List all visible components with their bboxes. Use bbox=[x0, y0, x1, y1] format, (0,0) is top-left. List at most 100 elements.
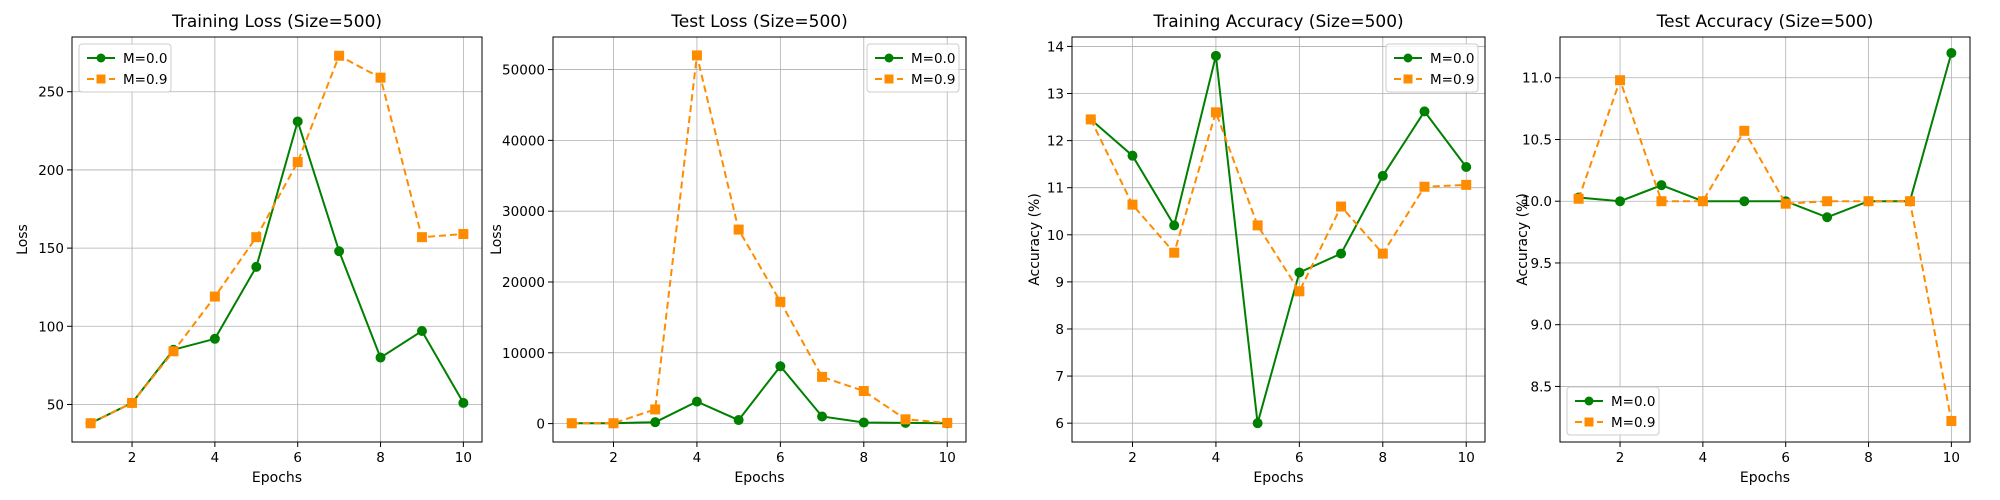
legend: M=0.0 M=0.9 bbox=[1385, 43, 1479, 93]
data-point bbox=[334, 50, 345, 61]
y-axis-label: Accuracy (%) bbox=[1515, 193, 1531, 286]
chart-title: Training Loss (Size=500) bbox=[171, 12, 382, 32]
data-point bbox=[1377, 170, 1388, 181]
x-tick-label: 8 bbox=[1378, 450, 1387, 466]
y-axis-label: Loss bbox=[489, 224, 505, 255]
data-point bbox=[1377, 248, 1388, 259]
legend-marker bbox=[1403, 53, 1413, 63]
legend-marker bbox=[1584, 396, 1594, 406]
data-point bbox=[1294, 286, 1305, 297]
y-tick-label: 9.5 bbox=[1531, 256, 1552, 272]
data-point bbox=[458, 397, 469, 408]
data-point bbox=[1461, 179, 1472, 190]
legend: M=0.0 M=0.9 bbox=[1566, 386, 1660, 436]
data-point bbox=[209, 291, 220, 302]
legend-marker bbox=[1403, 74, 1413, 84]
data-point bbox=[1210, 107, 1221, 118]
data-point bbox=[85, 418, 96, 429]
data-point bbox=[775, 296, 786, 307]
legend-label: M=0.0 bbox=[1611, 394, 1655, 410]
data-point bbox=[1780, 198, 1791, 209]
x-tick-label: 10 bbox=[455, 450, 472, 466]
x-tick-label: 8 bbox=[859, 450, 868, 466]
x-tick-label: 2 bbox=[1616, 450, 1625, 466]
data-point bbox=[1336, 248, 1347, 259]
data-point bbox=[1252, 220, 1263, 231]
data-point bbox=[1127, 150, 1138, 161]
plot-frame bbox=[552, 36, 967, 443]
y-tick-label: 10.0 bbox=[1522, 194, 1552, 210]
x-tick-label: 10 bbox=[1458, 450, 1475, 466]
legend-marker bbox=[1584, 417, 1594, 427]
data-point bbox=[775, 361, 786, 372]
legend-label: M=0.9 bbox=[1611, 415, 1655, 431]
legend-marker bbox=[96, 53, 106, 63]
x-tick-label: 6 bbox=[1781, 450, 1790, 466]
data-point bbox=[1656, 196, 1667, 207]
y-tick-label: 150 bbox=[38, 241, 64, 257]
data-point bbox=[650, 404, 661, 415]
y-tick-label: 11 bbox=[1047, 181, 1064, 197]
data-point bbox=[817, 411, 828, 422]
data-point bbox=[1127, 199, 1138, 210]
chart-title: Training Accuracy (Size=500) bbox=[1152, 12, 1403, 32]
chart-1: 2 4 6 8 10 50 100 150 200 250 Training Loss (Size=… bbox=[15, 12, 483, 486]
data-point bbox=[1946, 48, 1957, 59]
data-point bbox=[251, 232, 262, 243]
chart-title: Test Accuracy (Size=500) bbox=[1656, 12, 1874, 32]
y-tick-label: 20000 bbox=[502, 275, 545, 291]
y-axis-label: Accuracy (%) bbox=[1027, 193, 1043, 286]
legend-label: M=0.9 bbox=[1430, 72, 1474, 88]
x-tick-label: 2 bbox=[609, 450, 618, 466]
plot-frame bbox=[1071, 36, 1486, 443]
y-tick-label: 13 bbox=[1047, 87, 1064, 103]
data-point bbox=[1461, 161, 1472, 172]
y-tick-label: 7 bbox=[1055, 369, 1064, 385]
data-point bbox=[691, 50, 702, 61]
data-point bbox=[1419, 106, 1430, 117]
data-point bbox=[458, 229, 469, 240]
data-point bbox=[1169, 220, 1180, 231]
data-point bbox=[375, 352, 386, 363]
x-tick-label: 4 bbox=[211, 450, 220, 466]
y-tick-label: 250 bbox=[38, 85, 64, 101]
series-line-m09 bbox=[1089, 109, 1467, 294]
x-tick-label: 10 bbox=[939, 450, 956, 466]
x-tick-label: 2 bbox=[128, 450, 137, 466]
legend-label: M=0.0 bbox=[123, 51, 167, 67]
data-point bbox=[733, 415, 744, 426]
x-tick-label: 4 bbox=[1212, 450, 1221, 466]
data-point bbox=[1169, 247, 1180, 258]
x-tick-label: 8 bbox=[1864, 450, 1873, 466]
data-point bbox=[375, 72, 386, 83]
data-point bbox=[942, 417, 953, 428]
data-point bbox=[1904, 196, 1915, 207]
y-tick-label: 40000 bbox=[502, 133, 545, 149]
y-tick-label: 50 bbox=[47, 397, 64, 413]
data-point bbox=[251, 261, 262, 272]
legend: M=0.0 M=0.9 bbox=[78, 43, 172, 93]
x-tick-label: 10 bbox=[1943, 450, 1960, 466]
data-point bbox=[1739, 125, 1750, 136]
data-point bbox=[416, 232, 427, 243]
y-tick-label: 6 bbox=[1055, 416, 1064, 432]
x-tick-label: 6 bbox=[1295, 450, 1304, 466]
series-line-m0 bbox=[90, 117, 465, 425]
y-tick-label: 9.0 bbox=[1531, 318, 1552, 334]
data-point bbox=[292, 157, 303, 168]
y-tick-label: 8.5 bbox=[1531, 379, 1552, 395]
data-point bbox=[1822, 196, 1833, 207]
y-tick-label: 200 bbox=[38, 163, 64, 179]
series-line-m0 bbox=[1090, 55, 1467, 424]
plot-frame bbox=[1559, 36, 1971, 443]
x-tick-label: 8 bbox=[376, 450, 385, 466]
y-tick-label: 10000 bbox=[502, 346, 545, 362]
chart-3: 2 4 6 8 10 6 7 8 9 10 11 12 13 14 Training Accuracy (S… bbox=[1027, 12, 1486, 486]
x-tick-label: 6 bbox=[776, 450, 785, 466]
series-line-m09 bbox=[571, 55, 948, 425]
series-line-m09 bbox=[1577, 77, 1953, 422]
y-tick-label: 30000 bbox=[502, 204, 545, 220]
x-tick-label: 4 bbox=[1699, 450, 1708, 466]
data-point bbox=[1697, 196, 1708, 207]
